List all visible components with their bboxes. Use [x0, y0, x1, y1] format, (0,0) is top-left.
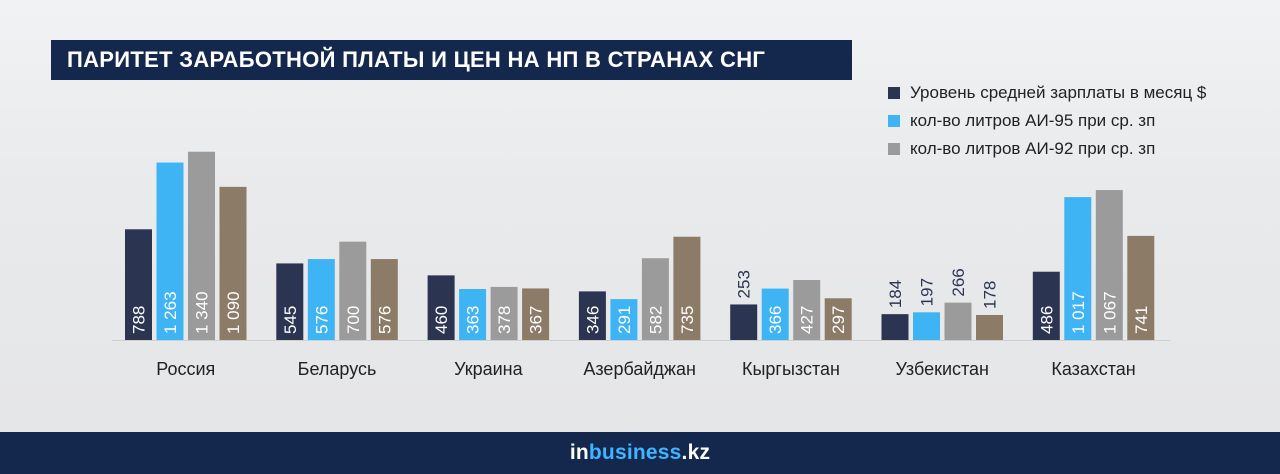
- bar-label: 1 340: [193, 291, 212, 334]
- bar: [522, 288, 550, 340]
- bar: [307, 259, 335, 340]
- bar: [610, 299, 638, 340]
- bar-label: 741: [1132, 306, 1151, 334]
- bar-label: 378: [495, 306, 514, 334]
- category-label: Кыргызстан: [742, 359, 840, 379]
- brand-logo: inbusiness.kz: [570, 441, 710, 465]
- legend-swatch-ai95: [888, 115, 900, 127]
- bar-label: 197: [918, 278, 937, 306]
- bar: [125, 229, 152, 340]
- bar-label: 1 090: [224, 291, 243, 334]
- bar: [793, 280, 821, 340]
- bar: [881, 314, 909, 340]
- bar-label: 576: [375, 306, 394, 334]
- legend-swatch-ai92: [888, 143, 900, 155]
- brand-suffix: .kz: [681, 441, 711, 464]
- bar-label: 266: [949, 268, 968, 296]
- bar-label: 366: [766, 306, 785, 334]
- bar: [1032, 271, 1060, 340]
- bar-label: 1 067: [1100, 291, 1119, 334]
- legend-item-ai95: кол-во литров АИ-95 при ср. зп: [888, 108, 1206, 134]
- brand-main: business: [588, 441, 682, 464]
- category-label: Азербайджан: [583, 359, 696, 379]
- brand-prefix: in: [569, 441, 589, 464]
- bar: [459, 288, 487, 340]
- bar-label: 788: [130, 306, 149, 334]
- bar-label: 735: [678, 306, 697, 334]
- bar: [913, 312, 940, 340]
- bar-label: 700: [344, 306, 363, 334]
- bar: [1095, 190, 1123, 340]
- bar: [1064, 197, 1092, 340]
- bar: [673, 236, 701, 340]
- bar: [976, 314, 1003, 340]
- bar-label: 545: [281, 306, 300, 334]
- bar: [824, 298, 852, 340]
- bar-label: 178: [981, 281, 1000, 309]
- bar: [188, 151, 215, 340]
- bar: [370, 259, 398, 340]
- chart-title-text: ПАРИТЕТ ЗАРАБОТНОЙ ПЛАТЫ И ЦЕН НА НП В С…: [67, 47, 766, 72]
- bar-label: 582: [646, 306, 665, 334]
- bar-label: 297: [829, 306, 848, 334]
- bar: [1127, 235, 1155, 340]
- bar-label: 363: [464, 306, 483, 334]
- bar: [578, 291, 606, 340]
- footer-bar: inbusiness.kz: [0, 432, 1280, 474]
- category-label: Россия: [156, 359, 215, 379]
- category-label: Беларусь: [298, 359, 377, 379]
- bar: [944, 302, 972, 340]
- category-label: Узбекистан: [895, 359, 989, 379]
- bar-label: 460: [432, 306, 451, 334]
- bar: [276, 263, 304, 340]
- bar: [219, 186, 247, 340]
- category-label: Украина: [454, 359, 524, 379]
- legend-item-ai92: кол-во литров АИ-92 при ср. зп: [888, 136, 1206, 162]
- bar: [156, 162, 184, 340]
- legend-swatch-salary: [888, 87, 900, 99]
- bar: [427, 275, 455, 340]
- bar-label: 346: [583, 306, 602, 334]
- bar-label: 253: [735, 270, 754, 298]
- bar: [641, 258, 669, 340]
- chart-title: ПАРИТЕТ ЗАРАБОТНОЙ ПЛАТЫ И ЦЕН НА НП В С…: [51, 40, 852, 80]
- legend-label-ai95: кол-во литров АИ-95 при ср. зп: [910, 111, 1156, 130]
- bar-label: 184: [886, 280, 905, 308]
- bar: [490, 286, 518, 340]
- bar: [339, 241, 367, 340]
- bar-label: 576: [312, 306, 331, 334]
- bar-label: 291: [615, 306, 634, 334]
- chart-legend: Уровень средней зарплаты в месяц $ кол-в…: [888, 80, 1206, 164]
- bar-label: 486: [1037, 306, 1056, 334]
- category-label: Казахстан: [1051, 359, 1135, 379]
- bar-label: 367: [527, 306, 546, 334]
- legend-label-salary: Уровень средней зарплаты в месяц $: [910, 83, 1207, 102]
- legend-item-salary: Уровень средней зарплаты в месяц $: [888, 80, 1206, 106]
- bar-label: 1 263: [161, 291, 180, 334]
- legend-label-ai92: кол-во литров АИ-92 при ср. зп: [910, 139, 1156, 158]
- bar-label: 1 017: [1069, 291, 1088, 334]
- bar-label: 427: [798, 306, 817, 334]
- bar: [761, 288, 789, 340]
- bar: [730, 304, 758, 340]
